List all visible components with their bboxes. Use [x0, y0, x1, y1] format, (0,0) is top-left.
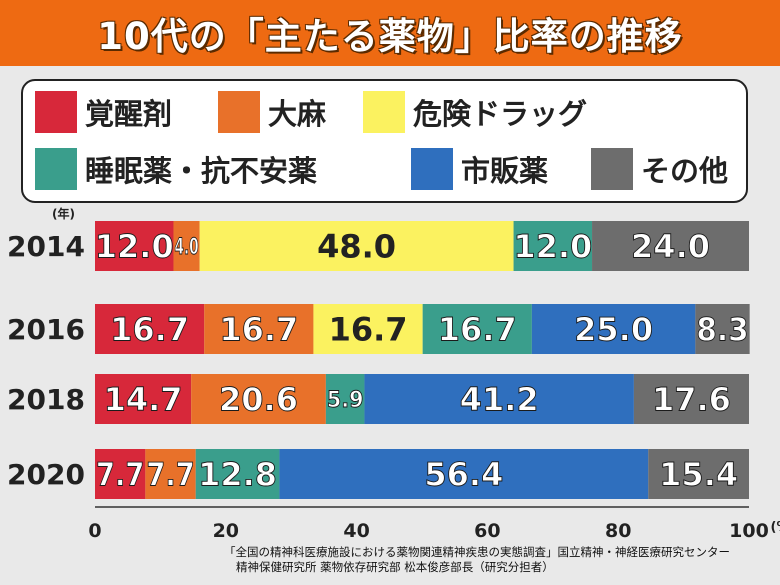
legend-swatch [35, 148, 77, 190]
data-label: 7.7 [146, 456, 194, 494]
bar-segment [199, 221, 514, 271]
data-label: 16.7 [329, 311, 408, 349]
data-label: 12.0 [95, 228, 174, 266]
data-label: 56.4 [424, 456, 503, 494]
legend-item-4: 睡眠薬・抗不安薬 [35, 148, 317, 190]
legend-swatch [35, 91, 77, 133]
source-note: 「全国の精神科医療施設における薬物関連精神疾患の実態調査」国立精神・神経医療研究… [224, 545, 780, 575]
bar-segment [313, 304, 423, 354]
bar-segment [364, 374, 634, 424]
legend-swatch [591, 148, 633, 190]
legend-item-3: 危険ドラッグ [363, 91, 587, 133]
legend-label: 睡眠薬・抗不安薬 [85, 154, 318, 188]
bar-segment [648, 449, 749, 499]
bar-segment [633, 374, 749, 424]
legend-swatch [218, 91, 260, 133]
source-line-2: 精神保健研究所 薬物依存研究部 松本俊彦部長（研究分担者） [236, 560, 554, 574]
data-label: 7.7 [96, 456, 144, 494]
data-label: 4.0 [174, 235, 198, 260]
data-label: 24.0 [631, 228, 710, 266]
legend-item-6: その他 [591, 148, 728, 190]
y-axis-unit: (年) [52, 206, 75, 221]
data-label: 5.9 [327, 388, 364, 413]
data-label: 16.7 [110, 311, 189, 349]
x-tick-label: 60 [474, 520, 500, 542]
data-label: 12.8 [198, 456, 277, 494]
y-tick-label: 2014 [7, 230, 85, 263]
bar-segment [695, 304, 750, 354]
data-label: 20.6 [219, 381, 298, 419]
legend-swatch [411, 148, 453, 190]
data-label: 16.7 [219, 311, 298, 349]
x-tick-label: 100 [729, 520, 769, 542]
bar-segment [325, 374, 365, 424]
bar-segment [191, 374, 326, 424]
bar-segment [145, 449, 196, 499]
legend-item-1: 覚醒剤 [35, 91, 172, 133]
bar-segment [95, 221, 174, 271]
bar-segment [195, 449, 280, 499]
data-label: 12.0 [513, 228, 592, 266]
bar-segment [95, 449, 146, 499]
legend-label: その他 [641, 154, 729, 188]
data-label: 8.3 [696, 311, 748, 349]
legend-label: 大麻 [268, 97, 327, 131]
x-tick-label: 80 [605, 520, 631, 542]
source-line-1: 「全国の精神科医療施設における薬物関連精神疾患の実態調査」国立精神・神経医療研究… [224, 545, 730, 559]
data-label: 16.7 [438, 311, 517, 349]
legend-swatch [363, 91, 405, 133]
legend-item-2: 大麻 [218, 91, 326, 133]
x-tick-label: 20 [213, 520, 239, 542]
bar-segment [279, 449, 649, 499]
legend: 覚醒剤 大麻 危険ドラッグ睡眠薬・抗不安薬 市販薬 その他 [21, 79, 748, 203]
x-tick-label: 0 [88, 520, 101, 542]
bar-segment [173, 221, 200, 271]
data-label: 15.4 [659, 456, 738, 494]
bar-segment [204, 304, 314, 354]
data-label: 14.7 [104, 381, 183, 419]
y-tick-label: 2020 [7, 458, 85, 491]
legend-label: 市販薬 [461, 154, 549, 188]
bar-segment [531, 304, 696, 354]
title-bar: 10代の「主たる薬物」比率の推移 [0, 0, 780, 66]
bar-segment [592, 221, 749, 271]
bar-segment [95, 304, 205, 354]
y-tick-label: 2016 [7, 313, 85, 346]
x-axis-unit: (%) [771, 520, 780, 535]
legend-label: 覚醒剤 [85, 97, 173, 131]
bar-segment [513, 221, 593, 271]
y-tick-label: 2018 [7, 383, 85, 416]
x-tick-label: 40 [343, 520, 369, 542]
bar-segment [95, 374, 192, 424]
legend-label: 危険ドラッグ [413, 97, 588, 131]
legend-item-5: 市販薬 [411, 148, 548, 190]
bar-segment [422, 304, 532, 354]
data-label: 25.0 [574, 311, 653, 349]
chart-title: 10代の「主たる薬物」比率の推移 [97, 15, 683, 58]
data-label: 17.6 [652, 381, 731, 419]
data-label: 41.2 [460, 381, 539, 419]
data-label: 48.0 [317, 228, 396, 266]
